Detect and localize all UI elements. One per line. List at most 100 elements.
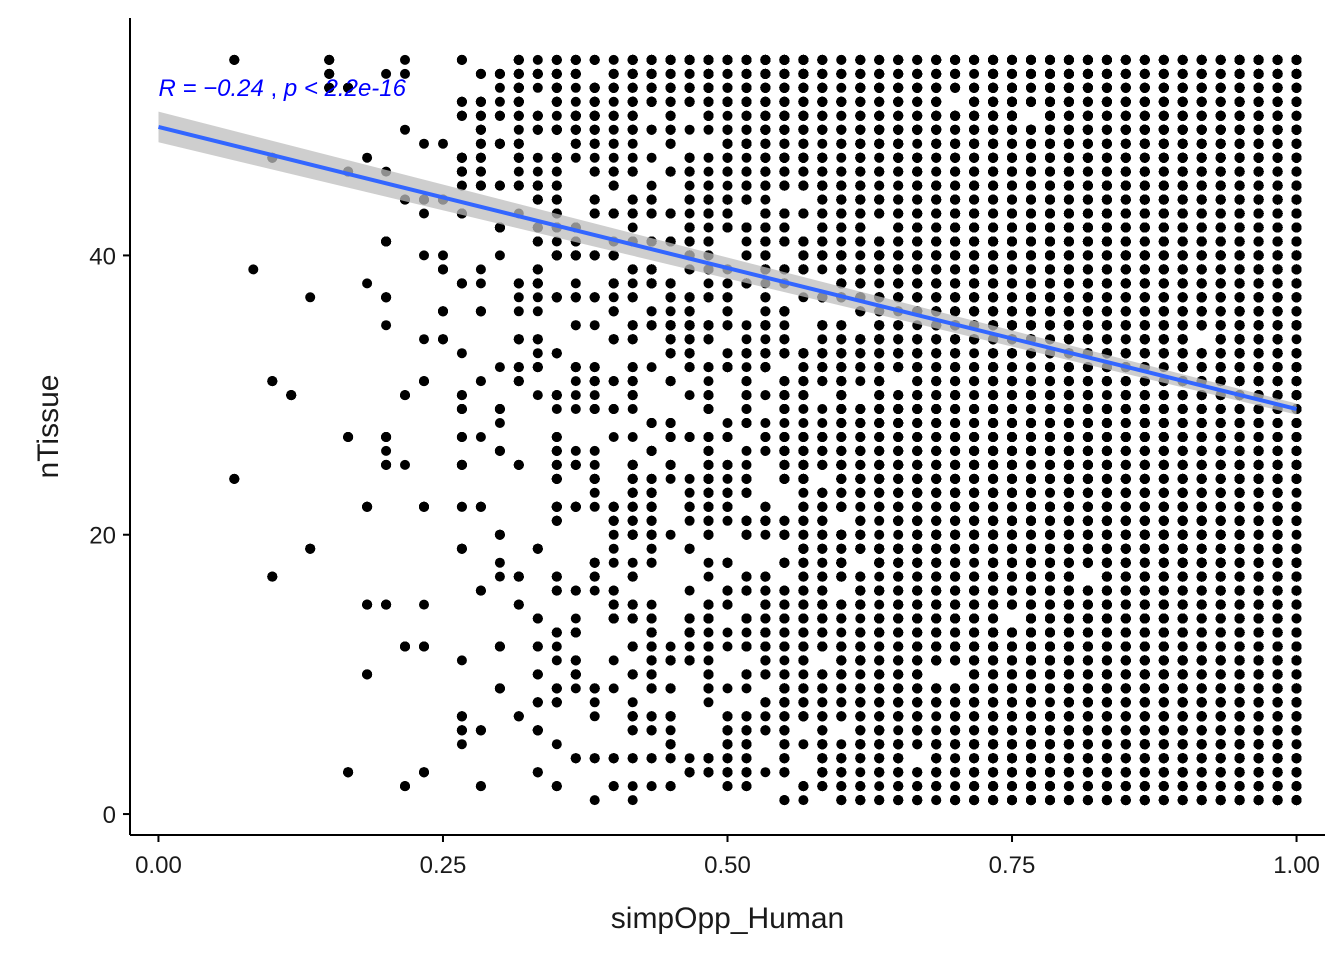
data-point [931, 711, 942, 722]
data-point [874, 180, 885, 191]
data-point [646, 557, 657, 568]
data-point [419, 334, 429, 345]
data-point [248, 264, 259, 275]
data-point [627, 138, 638, 149]
data-point [400, 124, 410, 135]
data-point [760, 306, 771, 317]
data-point [532, 292, 543, 303]
data-point [722, 683, 733, 694]
data-point [551, 655, 562, 666]
data-point [589, 459, 600, 470]
data-point [608, 96, 619, 107]
data-point [627, 781, 638, 792]
data-point [684, 124, 695, 135]
data-point [893, 529, 904, 540]
data-point [362, 152, 373, 163]
data-point [760, 445, 771, 456]
data-point [798, 739, 809, 750]
data-point [456, 501, 467, 512]
data-point [779, 320, 790, 331]
data-point [456, 348, 467, 359]
data-point [836, 236, 847, 247]
data-point [684, 515, 695, 526]
data-point [494, 362, 505, 373]
data-point [874, 781, 885, 792]
data-point [665, 725, 676, 736]
data-point [532, 306, 543, 317]
data-point [646, 781, 657, 792]
data-point [627, 795, 638, 806]
data-point [589, 711, 600, 722]
data-point [703, 124, 714, 135]
data-point [646, 599, 657, 610]
data-point [570, 96, 581, 107]
data-point [589, 501, 600, 512]
data-point [665, 473, 676, 484]
data-point [627, 404, 638, 414]
data-point [475, 376, 486, 387]
data-point [305, 292, 316, 303]
data-point [817, 334, 828, 345]
data-point [513, 166, 524, 177]
data-point [760, 767, 771, 778]
data-point [874, 515, 885, 526]
data-point [817, 418, 828, 428]
data-point [722, 418, 733, 428]
data-point [456, 655, 467, 666]
data-point [722, 348, 733, 359]
data-point [475, 278, 486, 289]
data-point [1291, 334, 1302, 345]
data-point [608, 543, 619, 554]
data-point [798, 404, 809, 414]
data-point [570, 152, 581, 163]
data-point [381, 68, 392, 79]
data-point [779, 418, 790, 428]
data-point [608, 124, 619, 135]
data-point [874, 152, 885, 163]
data-point [608, 557, 619, 568]
data-point [741, 152, 752, 163]
data-point [400, 459, 410, 470]
data-point [722, 82, 733, 93]
data-point [798, 418, 809, 428]
data-point [855, 501, 866, 512]
data-point [798, 795, 809, 806]
data-point [532, 166, 543, 177]
data-point [438, 250, 448, 261]
data-point [684, 641, 695, 652]
data-point [817, 264, 828, 275]
data-point [703, 278, 714, 289]
data-point [608, 529, 619, 540]
data-point [456, 180, 467, 191]
data-point [931, 795, 942, 806]
data-point [741, 627, 752, 638]
data-point [627, 278, 638, 289]
data-point [551, 236, 562, 247]
data-point [855, 613, 866, 624]
data-point [722, 278, 733, 289]
data-point [551, 110, 562, 121]
data-point [608, 292, 619, 303]
data-point [627, 222, 638, 233]
data-point [608, 655, 619, 666]
data-point [513, 292, 524, 303]
data-point [741, 362, 752, 373]
data-point [722, 306, 733, 317]
data-point [494, 96, 505, 107]
data-point [703, 627, 714, 638]
data-point [836, 683, 847, 694]
data-point [1007, 501, 1017, 512]
data-point [381, 445, 392, 456]
data-point [494, 557, 505, 568]
data-point [570, 278, 581, 289]
data-point [570, 82, 581, 93]
data-point [627, 557, 638, 568]
data-point [722, 627, 733, 638]
data-point [627, 152, 638, 163]
data-point [684, 753, 695, 764]
data-point [969, 348, 980, 359]
data-point [684, 487, 695, 498]
data-point [1291, 529, 1302, 540]
data-point [779, 655, 790, 666]
